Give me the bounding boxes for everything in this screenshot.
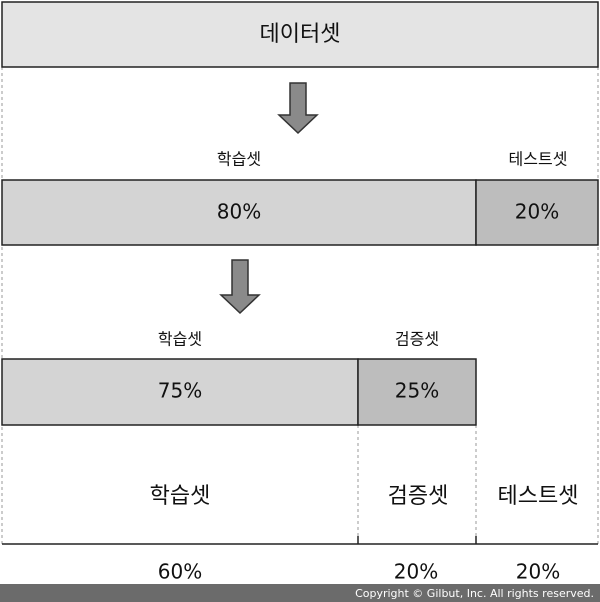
copyright: Copyright © Gilbut, Inc. All rights rese… xyxy=(355,587,594,600)
train-percent: 80% xyxy=(217,200,261,224)
train-label: 학습셋 xyxy=(217,150,261,169)
validation-label: 검증셋 xyxy=(395,330,439,349)
arrow xyxy=(219,259,261,315)
footer-bar xyxy=(0,584,600,602)
train-label: 학습셋 xyxy=(158,330,202,349)
test-box xyxy=(475,179,599,246)
train-percent: 60% xyxy=(158,560,202,584)
test-label: 테스트셋 xyxy=(509,150,568,169)
train-percent: 75% xyxy=(158,379,202,403)
validation-percent: 20% xyxy=(394,560,438,584)
train-box xyxy=(1,358,359,426)
validation-box xyxy=(357,358,477,426)
dataset-label: 데이터셋 xyxy=(260,22,341,47)
train-box xyxy=(1,179,477,246)
train-label: 학습셋 xyxy=(150,484,211,509)
test-percent: 20% xyxy=(516,560,560,584)
arrow xyxy=(277,82,319,135)
dataset-box xyxy=(1,1,599,68)
validation-percent: 25% xyxy=(395,379,439,403)
test-percent: 20% xyxy=(515,200,559,224)
validation-label: 검증셋 xyxy=(388,484,449,509)
test-label: 테스트셋 xyxy=(498,484,579,509)
